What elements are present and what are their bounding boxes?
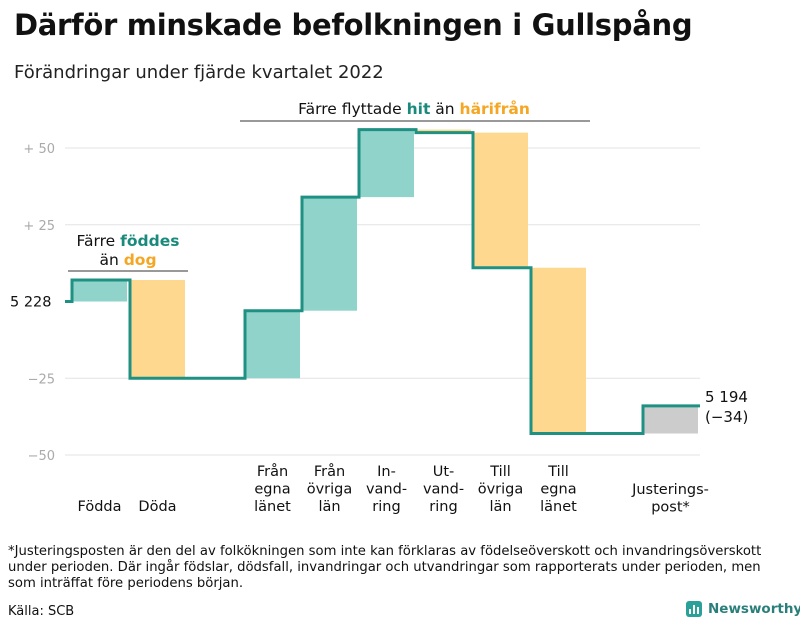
migration-annotation: Färre flyttade hit än härifrån xyxy=(298,99,530,118)
category-label: Födda xyxy=(78,499,122,515)
waterfall-bar xyxy=(643,405,698,434)
births-annotation-line1: Färre föddes xyxy=(77,232,180,250)
category-label: Döda xyxy=(138,499,176,515)
cumulative-step-line xyxy=(65,128,700,436)
category-label: Ut-vand-ring xyxy=(423,464,464,515)
category-label: Till övriga län xyxy=(478,464,524,515)
logo-bars-icon xyxy=(686,601,702,617)
newsworthy-logo: Newsworthy xyxy=(686,601,800,617)
footnote: *Justeringsposten är den del av folkökni… xyxy=(8,544,762,591)
start-value-label: 5 228 xyxy=(10,295,52,311)
y-tick-label: −25 xyxy=(28,372,55,387)
waterfall-bar xyxy=(72,280,127,302)
waterfall-chart: + 50 + 25 −25 −50 5 228 5 194 (−34) Födda Döda Fr… xyxy=(10,99,748,516)
category-label: Till egna länet xyxy=(540,464,577,515)
waterfall-bar xyxy=(473,132,528,268)
end-change-label: (−34) xyxy=(705,408,748,426)
waterfall-bar xyxy=(302,197,357,311)
births-annotation-line2: än dog xyxy=(99,251,156,269)
source-note: Källa: SCB xyxy=(8,604,75,619)
y-tick-label: + 50 xyxy=(23,142,55,157)
category-label: Från egna länet xyxy=(254,463,291,515)
category-label: Från övriga län xyxy=(307,463,353,515)
waterfall-bar xyxy=(531,267,586,434)
chart-title: Därför minskade befolkningen i Gullspång xyxy=(14,8,693,42)
waterfall-bar xyxy=(130,280,185,379)
waterfall-bar xyxy=(416,129,471,133)
y-tick-label: + 25 xyxy=(23,219,55,234)
category-label: Justerings-post* xyxy=(631,482,709,516)
end-value-label: 5 194 xyxy=(705,388,748,406)
y-tick-label: −50 xyxy=(28,449,55,464)
chart-subtitle: Förändringar under fjärde kvartalet 2022 xyxy=(14,62,384,83)
waterfall-bar xyxy=(359,129,414,198)
waterfall-bar xyxy=(245,310,300,379)
logo-text: Newsworthy xyxy=(708,601,800,617)
category-label: In-vand-ring xyxy=(366,464,407,515)
